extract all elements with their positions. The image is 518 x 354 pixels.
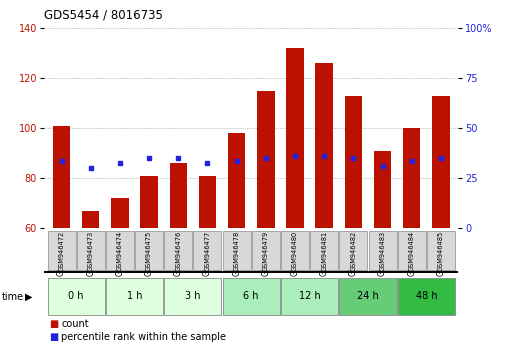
Bar (374, 151, 391, 228)
Text: 1 h: 1 h (127, 291, 142, 302)
Bar (228, 133, 246, 228)
FancyBboxPatch shape (339, 278, 397, 315)
Bar (169, 163, 187, 228)
Text: GSM946480: GSM946480 (292, 230, 298, 270)
FancyBboxPatch shape (164, 230, 192, 270)
FancyBboxPatch shape (339, 230, 367, 270)
Bar (53, 126, 70, 228)
FancyBboxPatch shape (398, 230, 426, 270)
Text: 3 h: 3 h (185, 291, 200, 302)
Text: count: count (61, 319, 89, 329)
FancyBboxPatch shape (77, 230, 105, 270)
Text: GSM946479: GSM946479 (263, 230, 269, 270)
Bar (432, 96, 450, 228)
Text: time: time (2, 292, 24, 302)
FancyBboxPatch shape (48, 278, 105, 315)
Text: GSM946472: GSM946472 (59, 230, 65, 270)
Text: GSM946476: GSM946476 (175, 230, 181, 270)
FancyBboxPatch shape (310, 230, 338, 270)
Text: GSM946473: GSM946473 (88, 230, 94, 270)
Text: percentile rank within the sample: percentile rank within the sample (61, 332, 226, 342)
FancyBboxPatch shape (193, 230, 222, 270)
Text: GSM946483: GSM946483 (380, 230, 385, 270)
Bar (403, 128, 421, 228)
Text: ■: ■ (49, 332, 59, 342)
Text: ▶: ▶ (25, 292, 32, 302)
Bar (344, 96, 362, 228)
FancyBboxPatch shape (223, 278, 280, 315)
Bar (111, 198, 128, 228)
FancyBboxPatch shape (281, 230, 309, 270)
FancyBboxPatch shape (281, 278, 338, 315)
FancyBboxPatch shape (427, 230, 455, 270)
Text: 0 h: 0 h (68, 291, 84, 302)
Text: GSM946478: GSM946478 (234, 230, 240, 270)
FancyBboxPatch shape (252, 230, 280, 270)
Text: GDS5454 / 8016735: GDS5454 / 8016735 (44, 9, 163, 22)
FancyBboxPatch shape (135, 230, 163, 270)
FancyBboxPatch shape (398, 278, 455, 315)
Bar (257, 91, 275, 228)
FancyBboxPatch shape (106, 278, 163, 315)
Text: ■: ■ (49, 319, 59, 329)
FancyBboxPatch shape (164, 278, 222, 315)
Bar (199, 176, 216, 228)
Text: 48 h: 48 h (415, 291, 437, 302)
FancyBboxPatch shape (368, 230, 397, 270)
Text: GSM946484: GSM946484 (409, 230, 415, 270)
Text: GSM946482: GSM946482 (350, 230, 356, 270)
Text: 12 h: 12 h (299, 291, 321, 302)
Text: GSM946474: GSM946474 (117, 230, 123, 270)
Text: GSM946485: GSM946485 (438, 230, 444, 270)
Text: 24 h: 24 h (357, 291, 379, 302)
Bar (82, 211, 99, 228)
FancyBboxPatch shape (223, 230, 251, 270)
FancyBboxPatch shape (106, 230, 134, 270)
Text: GSM946477: GSM946477 (205, 230, 210, 270)
Text: 6 h: 6 h (243, 291, 259, 302)
Bar (286, 48, 304, 228)
FancyBboxPatch shape (48, 230, 76, 270)
Bar (140, 176, 158, 228)
Text: GSM946475: GSM946475 (146, 230, 152, 270)
Bar (315, 63, 333, 228)
Text: GSM946481: GSM946481 (321, 230, 327, 270)
